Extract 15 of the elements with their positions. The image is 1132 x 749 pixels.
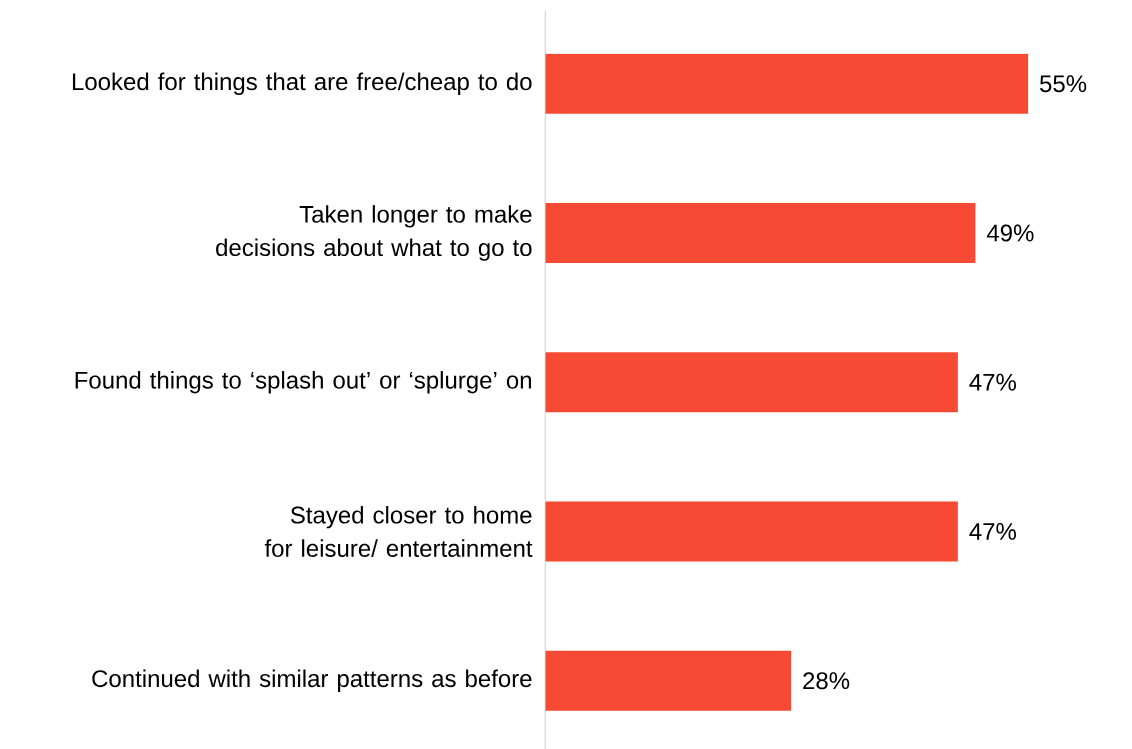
- data-label: 28%: [803, 672, 850, 690]
- y-tick-label: Taken longer to make decisions about what to go to: [216, 205, 532, 261]
- bar: [545, 53, 1029, 114]
- data-label: 47%: [969, 373, 1016, 391]
- y-tick-label: Found things to ‘splash out’ or ‘splurge’ on: [75, 370, 531, 394]
- data-label: 55%: [1039, 75, 1087, 93]
- y-tick-label: Looked for things that are free/cheap to do: [72, 72, 532, 95]
- y-tick-label: Continued with similar patterns as before: [92, 669, 532, 692]
- bar: [545, 352, 958, 413]
- bar: [545, 650, 792, 711]
- y-tick-label: Stayed closer to home for leisure/ entertainment: [264, 505, 533, 557]
- data-label: 47%: [969, 522, 1016, 540]
- data-label: 49%: [986, 224, 1034, 242]
- bar: [545, 501, 958, 562]
- bar: [545, 202, 976, 263]
